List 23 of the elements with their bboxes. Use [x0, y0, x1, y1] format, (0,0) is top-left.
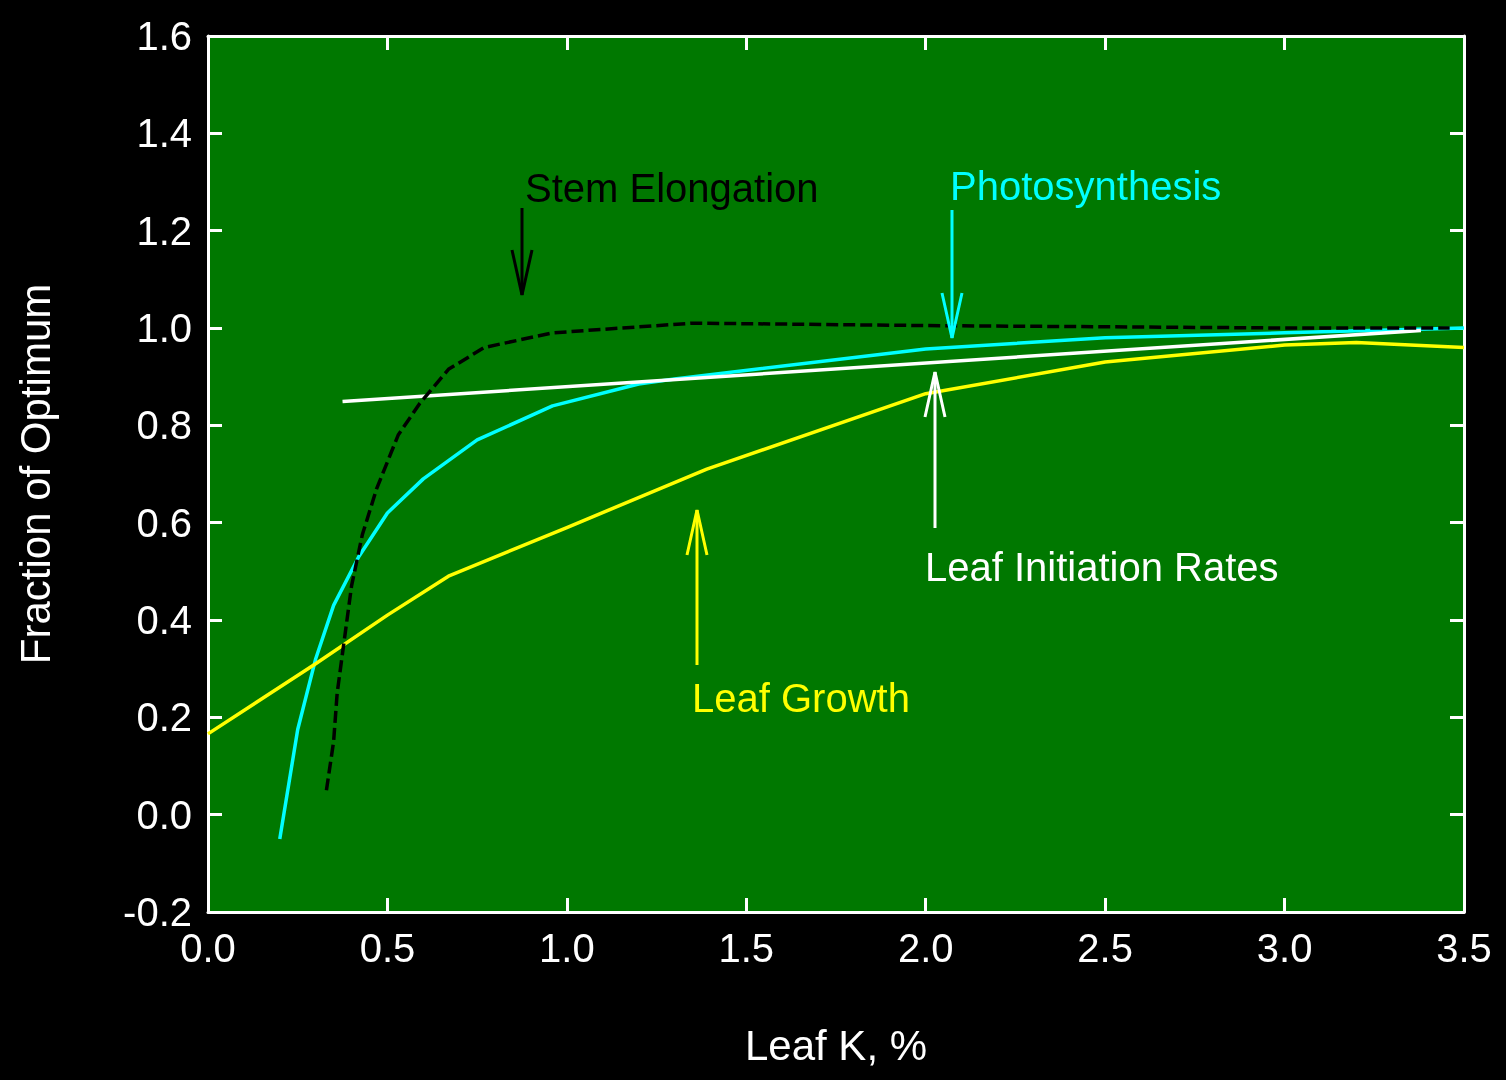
x-axis-title: Leaf K, %: [744, 1021, 928, 1069]
x-tick-label: 1.5: [718, 926, 775, 970]
y-tick-label: 1.4: [136, 111, 192, 156]
annotation: Stem Elongation: [525, 166, 819, 210]
y-axis-title: Fraction of Optimum: [11, 283, 59, 665]
x-tick-label: 2.5: [1077, 926, 1133, 970]
annotation: Leaf Growth: [692, 676, 910, 720]
y-tick-label: 0.8: [136, 403, 192, 448]
x-tick-label: 3.5: [1436, 926, 1492, 970]
annotation: Leaf Initiation Rates: [925, 545, 1279, 589]
x-tick-label: 1.0: [539, 926, 595, 970]
y-tick-label: 0.4: [136, 598, 192, 642]
x-tick-label: 2.0: [897, 926, 954, 970]
line-series: [206, 340, 1466, 736]
y-tick-label: 1.0: [136, 306, 192, 350]
y-tick-label: 1.6: [136, 14, 192, 58]
y-tick-label: 0.0: [136, 792, 192, 837]
y-tick-label: 0.6: [136, 500, 192, 545]
x-tick-label: 3.0: [1256, 926, 1313, 970]
annotation: Photosynthesis: [950, 164, 1222, 208]
y-tick-label: 1.2: [136, 208, 192, 253]
x-tick-label: 0.5: [359, 926, 416, 970]
y-tick-label: 0.2: [136, 695, 192, 740]
